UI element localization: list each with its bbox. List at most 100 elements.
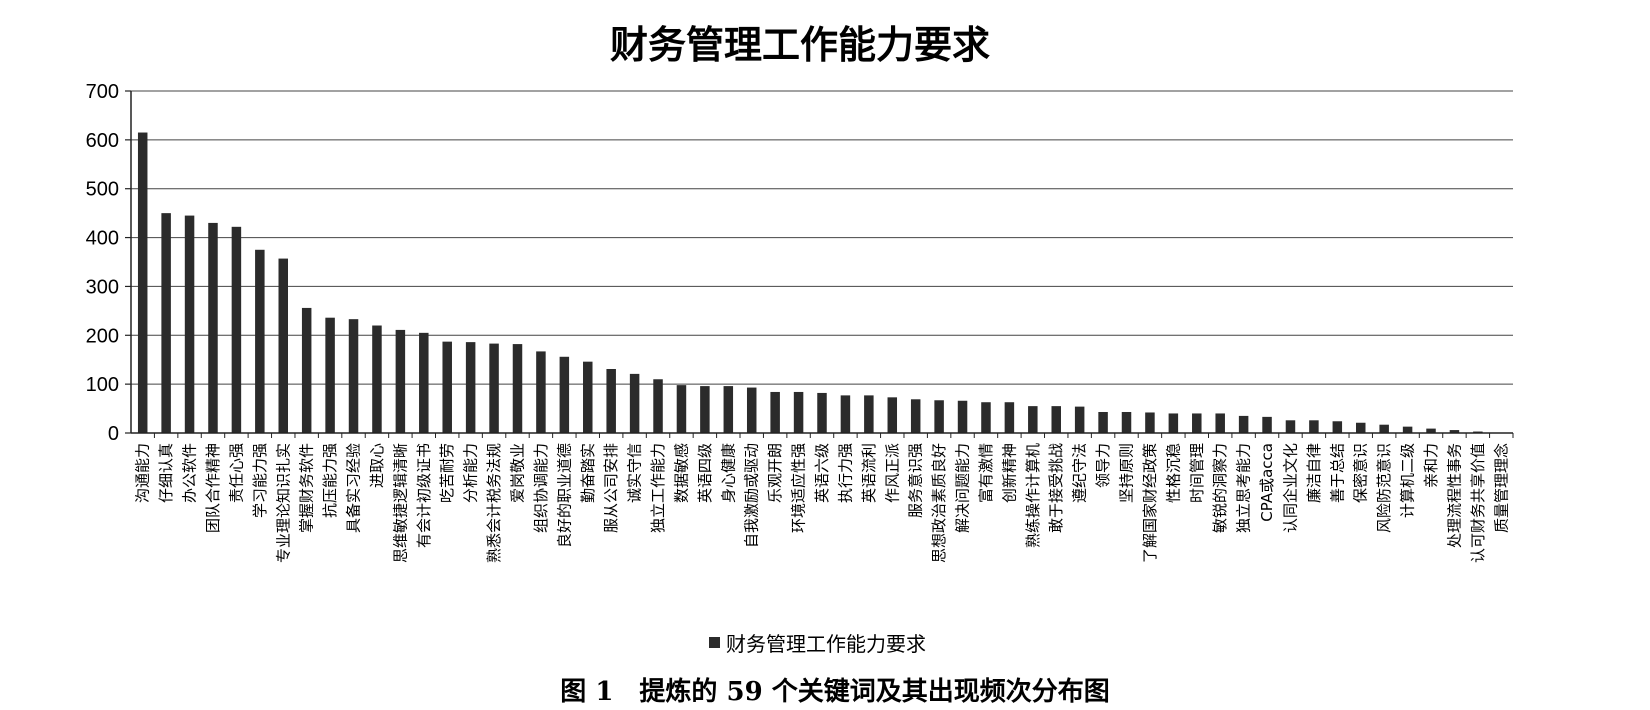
bar [1379,424,1389,433]
bar [161,213,171,433]
x-category-label: 身心健康 [719,443,737,503]
x-category-label: 独立思考能力 [1235,443,1253,533]
x-category-label: 数据敏感 [672,443,690,503]
x-category-label: 作风正派 [883,443,901,503]
x-category-label: 遵纪守法 [1071,443,1089,503]
bar [395,329,406,433]
x-category-label: 组织协调能力 [532,443,550,533]
x-category-label: 具备实习经验 [345,443,363,533]
bar [676,385,687,433]
x-category-label: 解决问题能力 [954,443,972,533]
x-category-label: 性格沉稳 [1164,443,1182,503]
bar [1426,428,1436,433]
bar [559,356,570,433]
x-axis-category-labels: 沟通能力 仔细认真 办公软件 团队合作精神 责任心强 学习能力强 专业理论知识扎实 掌握财务软… [134,433,1514,563]
bar [864,395,874,433]
bar [1004,402,1015,433]
x-category-label: 熟练操作计算机 [1024,443,1042,548]
x-category-label: 爱岗敬业 [508,443,526,503]
x-category-label: 质量管理理念 [1492,443,1510,533]
bar [1028,406,1038,433]
bar [1449,430,1460,433]
x-category-label: 思维敏捷逻辑清晰 [391,443,409,563]
y-tick-label: 300 [86,276,119,298]
figure-caption: 图 1 提炼的 59 个关键词及其出现频次分布图 [560,676,1109,707]
bar [793,391,804,433]
x-category-label: 敢于接受挑战 [1047,443,1065,533]
legend-swatch [709,637,720,648]
x-category-label: 服务意识强 [907,443,925,518]
x-category-label: 保密意识 [1352,443,1370,503]
x-category-label: 认可财务共享价值 [1469,443,1487,563]
bar [372,325,382,433]
y-tick-label: 100 [86,374,119,396]
bar [1145,412,1155,433]
bar [1402,426,1413,433]
bar [325,317,335,433]
x-category-label: 英语流利 [860,443,878,503]
x-category-label: 吃苦耐劳 [438,443,456,503]
x-category-label: 办公软件 [181,443,199,503]
x-category-label: 风险防范意识 [1375,443,1393,533]
bar [770,391,780,433]
bar [653,379,663,433]
x-category-label: 领导力 [1094,443,1112,488]
bar [301,307,312,433]
bar [1098,411,1108,433]
x-category-label: 进取心 [368,443,386,488]
bar [817,392,827,433]
x-category-label: 处理流程性事务 [1445,443,1463,548]
y-tick-label: 200 [86,325,119,347]
x-category-label: 掌握财务软件 [298,443,316,533]
legend: 财务管理工作能力要求 [709,632,926,656]
x-category-label: 抗压能力强 [321,443,339,518]
bar [1238,415,1249,433]
x-category-label: 诚实守信 [626,443,644,503]
bar [465,342,476,433]
x-category-label: 学习能力强 [251,443,269,518]
bar [442,341,452,433]
bar [1074,406,1085,433]
bar [629,373,640,433]
x-category-label: 勤奋踏实 [579,443,597,503]
bar [536,351,546,433]
x-category-label: 仔细认真 [157,443,175,503]
bar [723,386,734,433]
y-tick-label: 700 [86,81,119,103]
x-category-label: 时间管理 [1188,443,1206,503]
bar [746,387,757,433]
bar [583,361,593,433]
x-category-label: 了解国家财经政策 [1141,443,1159,563]
y-axis-ticks: 0 100 200 300 400 500 600 700 [86,81,131,445]
bar [419,332,429,433]
bar [1121,411,1132,433]
y-tick-label: 600 [86,130,119,152]
bar [1168,413,1179,433]
axes [130,91,1513,434]
bar [981,402,991,433]
bar [957,400,968,433]
x-category-label: 服从公司安排 [602,443,620,533]
bar [184,215,195,433]
x-category-label: 思想政治素质良好 [930,443,948,563]
bar [934,400,944,433]
bar [1285,420,1296,433]
bar [255,249,265,433]
x-category-label: 责任心强 [227,443,245,503]
x-category-label: 坚持原则 [1118,443,1136,503]
x-category-label: 良好的职业道德 [555,443,573,548]
bar [1309,420,1319,433]
x-category-label: 沟通能力 [134,443,152,503]
bar [231,226,242,433]
y-tick-label: 0 [108,423,119,445]
bar [348,319,359,433]
gridlines [131,90,1513,385]
y-tick-label: 400 [86,228,119,250]
bar [1215,413,1225,433]
x-category-label: 认同企业文化 [1281,443,1299,533]
x-category-label: 廉洁自律 [1305,443,1323,503]
x-category-label: 熟悉会计税务法规 [485,443,503,563]
x-category-label: 分析能力 [462,443,480,503]
bar [208,222,218,433]
x-category-label: 英语六级 [813,443,831,503]
